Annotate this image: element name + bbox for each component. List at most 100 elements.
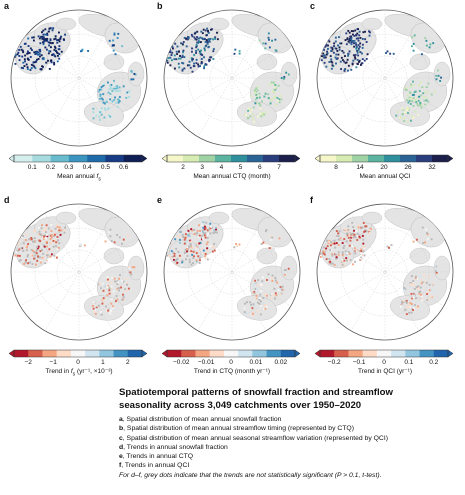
colorbar-tick-label: 0 <box>76 359 80 366</box>
catchment-dot <box>112 307 115 309</box>
catchment-dot <box>414 297 417 300</box>
catchment-dot <box>110 285 113 288</box>
catchment-dot <box>410 83 412 86</box>
catchment-dot <box>264 111 267 114</box>
catchment-dot <box>427 275 430 278</box>
catchment-dot <box>341 49 344 52</box>
catchment-dot <box>365 57 368 60</box>
catchment-dot <box>52 27 55 30</box>
catchment-dot <box>256 86 259 89</box>
colorbar-segment <box>195 350 210 357</box>
catchment-dot <box>194 37 197 40</box>
colorbar-tick-label: −0.02 <box>172 359 190 366</box>
catchment-dot <box>180 42 183 45</box>
catchment-dot <box>408 311 411 314</box>
catchment-dot <box>405 108 408 110</box>
catchment-dot <box>264 92 267 95</box>
catchment-dot <box>27 37 30 40</box>
catchment-dot <box>18 59 21 62</box>
catchment-dot <box>21 55 24 58</box>
catchment-dot <box>337 232 340 235</box>
catchment-dot <box>356 51 359 54</box>
colorbar-tick-label: 1 <box>101 359 105 366</box>
catchment-dot <box>424 103 427 106</box>
catchment-dot <box>326 52 329 55</box>
catchment-dot <box>410 119 412 122</box>
catchment-dot <box>198 257 201 259</box>
catchment-dot <box>42 36 45 39</box>
catchment-dot <box>102 93 105 96</box>
catchment-dot <box>47 227 50 230</box>
catchment-dot <box>328 261 331 264</box>
colorbar-tick-label: 14 <box>356 164 364 171</box>
catchment-dot <box>233 52 236 55</box>
catchment-dot <box>415 102 418 105</box>
catchment-dot <box>403 286 406 289</box>
catchment-dot <box>350 68 353 71</box>
catchment-dot <box>330 67 333 70</box>
catchment-dot <box>27 58 30 61</box>
catchment-dot <box>414 110 417 113</box>
catchment-dot <box>40 35 43 38</box>
catchment-dot <box>419 81 422 84</box>
land-mass <box>256 247 278 265</box>
colorbar-segment <box>50 155 70 162</box>
catchment-dot <box>172 47 174 50</box>
catchment-dot <box>420 106 423 109</box>
catchment-dot <box>404 300 407 303</box>
catchment-dot <box>37 57 40 60</box>
catchment-dot <box>99 118 102 121</box>
catchment-dot <box>111 44 114 47</box>
catchment-dot <box>412 104 415 107</box>
panel-f: f <box>310 196 460 386</box>
colorbar-label-text: Mean annual <box>57 173 97 180</box>
catchment-dot <box>412 240 415 243</box>
catchment-dot <box>361 254 364 257</box>
catchment-dot <box>113 277 116 280</box>
catchment-dot <box>346 234 349 237</box>
catchment-dot <box>353 45 356 48</box>
catchment-dot <box>247 117 249 120</box>
catchment-dot <box>235 242 237 245</box>
catchment-dot <box>49 41 52 44</box>
map-content <box>164 204 300 340</box>
catchment-dot <box>113 32 116 35</box>
catchment-dot <box>173 38 176 41</box>
catchment-dot <box>176 53 179 55</box>
catchment-dot <box>199 41 202 44</box>
catchment-dot <box>32 36 35 39</box>
catchment-dot <box>416 104 419 107</box>
catchment-dot <box>244 302 247 305</box>
catchment-dot <box>112 290 115 293</box>
catchment-dot <box>357 54 360 57</box>
catchment-dot <box>126 91 129 94</box>
caption-title: Spatiotemporal patterns of snowfall frac… <box>119 387 459 412</box>
colorbar-segment <box>362 350 378 357</box>
catchment-dot <box>203 234 206 237</box>
catchment-dot <box>40 235 43 238</box>
catchment-dot <box>52 245 55 248</box>
catchment-dot <box>323 48 325 51</box>
catchment-dot <box>323 249 326 252</box>
caption-item-letter: b <box>119 425 124 433</box>
catchment-dot <box>122 296 125 299</box>
catchment-dot <box>170 256 173 259</box>
catchment-dot <box>395 114 398 117</box>
catchment-dot <box>365 225 368 228</box>
colorbar-ticks: −0.2 −0.1 0 0.1 0.2 <box>314 359 456 367</box>
catchment-dot <box>22 242 25 245</box>
catchment-dot <box>238 50 241 52</box>
catchment-dot <box>168 51 171 54</box>
catchment-dot <box>58 40 61 43</box>
catchment-dot <box>265 305 268 308</box>
catchment-dot <box>413 304 416 307</box>
catchment-dot <box>14 254 17 257</box>
caption-item-text: , Spatial distribution of mean annual sn… <box>122 416 282 423</box>
catchment-dot <box>203 56 205 59</box>
catchment-dot <box>126 234 129 237</box>
catchment-dot <box>201 37 204 40</box>
catchment-dot <box>261 113 264 116</box>
colorbar-a: 0.1 0.2 0.3 0.4 0.5 0.6 Mean annual fs <box>8 154 150 190</box>
catchment-dot <box>331 48 334 51</box>
catchment-dot <box>125 96 128 99</box>
